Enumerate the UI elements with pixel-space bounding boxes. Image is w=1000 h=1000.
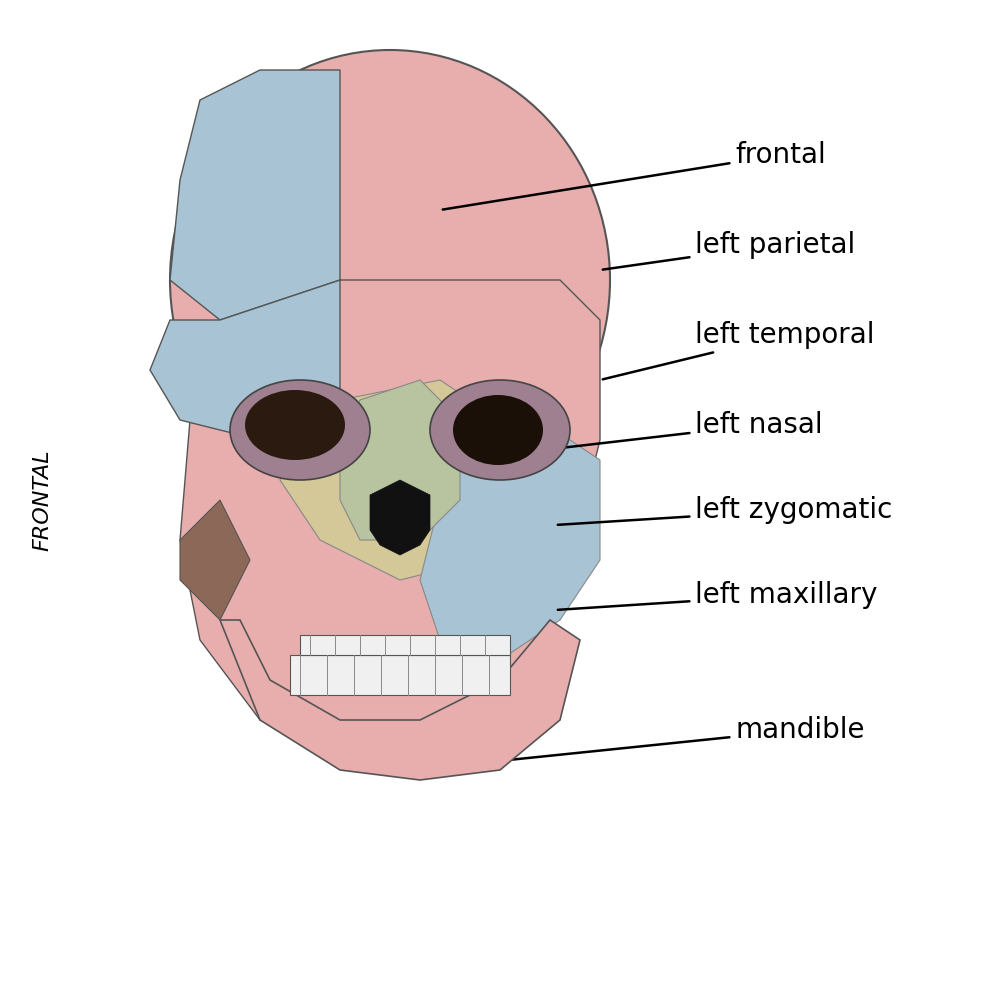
- Polygon shape: [300, 635, 510, 655]
- Polygon shape: [180, 280, 600, 750]
- Polygon shape: [150, 280, 340, 440]
- Polygon shape: [180, 500, 250, 620]
- Text: left parietal: left parietal: [603, 231, 855, 270]
- Text: left zygomatic: left zygomatic: [558, 496, 892, 525]
- Ellipse shape: [453, 395, 543, 465]
- Polygon shape: [220, 620, 580, 780]
- Polygon shape: [280, 380, 520, 580]
- Text: frontal: frontal: [443, 141, 826, 210]
- Text: mandible: mandible: [463, 716, 864, 765]
- Polygon shape: [420, 420, 600, 660]
- Text: FRONTAL: FRONTAL: [32, 449, 52, 551]
- Ellipse shape: [230, 380, 370, 480]
- Ellipse shape: [430, 380, 570, 480]
- Text: left nasal: left nasal: [503, 411, 823, 455]
- Polygon shape: [290, 655, 510, 695]
- Ellipse shape: [170, 50, 610, 510]
- Text: left temporal: left temporal: [603, 321, 874, 379]
- Polygon shape: [370, 480, 430, 555]
- Ellipse shape: [245, 390, 345, 460]
- Text: left maxillary: left maxillary: [558, 581, 877, 610]
- Polygon shape: [170, 70, 340, 320]
- Polygon shape: [340, 380, 460, 540]
